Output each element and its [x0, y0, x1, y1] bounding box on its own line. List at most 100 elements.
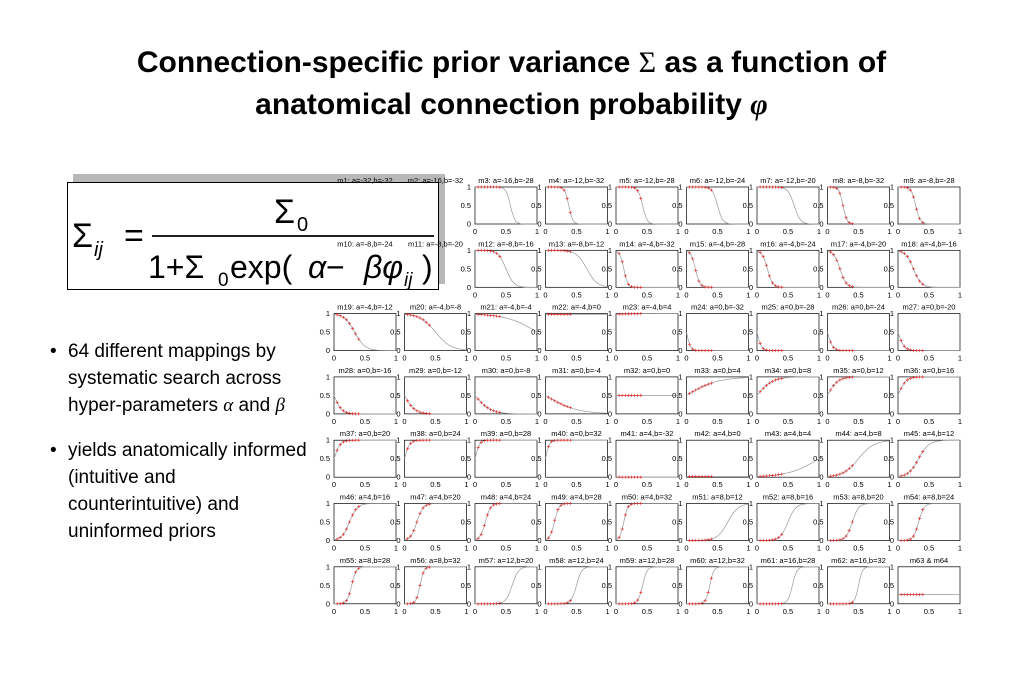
y-tick-label: 1 [678, 183, 682, 192]
panel-axes [897, 186, 961, 225]
panel-title: m13: a=-8,b=-12 [549, 239, 604, 248]
data-point [409, 534, 413, 538]
sigmoid-curve [686, 566, 749, 605]
data-point [492, 185, 496, 189]
sigmoid-curve [757, 458, 820, 477]
x-tick-label: 1 [746, 480, 750, 489]
panel-21: m21: a=-4,b=-410.500 0.5 1 [461, 303, 540, 363]
data-point [688, 474, 692, 479]
y-tick-label: 1 [819, 183, 823, 192]
panel-axes [897, 313, 961, 351]
y-tick-label: 1 [678, 372, 682, 381]
data-point [620, 312, 624, 316]
data-point [562, 601, 566, 606]
data-point [767, 274, 771, 278]
panel-axes [474, 313, 538, 351]
panel-title: m22: a=-4,b=0 [552, 303, 601, 312]
x-tick-label: 1 [817, 290, 821, 299]
y-tick-label: 1 [749, 562, 753, 571]
panel-32: m32: a=0,b=010.500 0.5 1 [602, 366, 681, 426]
data-point [482, 524, 486, 528]
data-point [850, 375, 854, 379]
data-point [709, 285, 713, 289]
x-tick-label: 1 [676, 417, 680, 426]
y-tick-label: 0 [537, 409, 541, 418]
data-point [498, 254, 502, 259]
data-point [553, 602, 557, 606]
x-tick-label: 0.5 [571, 544, 581, 553]
data-point [565, 312, 569, 316]
panel-20: m20: a=-4,b=-810.500 0.5 1 [390, 303, 469, 363]
sigmoid-curve [898, 186, 960, 225]
panel-axes [827, 439, 890, 478]
y-tick-label: 1 [467, 309, 471, 318]
data-point [706, 538, 710, 542]
data-point [921, 282, 925, 286]
data-point [553, 185, 557, 189]
y-tick-label: 0.5 [390, 391, 400, 400]
y-tick-label: 0 [678, 473, 682, 482]
data-point [688, 251, 692, 255]
y-tick-label: 0 [749, 536, 753, 545]
data-point [908, 260, 912, 264]
data-point [709, 188, 713, 192]
panel-axes [897, 566, 961, 605]
y-tick-label: 1 [608, 372, 612, 381]
panel-title: m26: a=0,b=-24 [832, 303, 885, 312]
sigmoid-curve [404, 503, 467, 541]
data-point [344, 527, 348, 531]
y-tick-label: 0.5 [672, 581, 682, 590]
y-tick-label: 1 [608, 499, 612, 508]
y-tick-label: 0 [396, 346, 400, 355]
x-tick-label: 0 [896, 417, 900, 426]
data-point [835, 538, 839, 542]
x-tick-label: 0 [332, 544, 336, 553]
sigmoid-curve [545, 249, 608, 287]
y-tick-label: 0.5 [672, 264, 682, 273]
data-point [553, 248, 557, 252]
y-tick-label: 0.5 [884, 391, 894, 400]
data-point [418, 438, 422, 442]
y-tick-label: 0.5 [531, 518, 541, 527]
data-point [562, 249, 566, 253]
data-point [918, 455, 922, 459]
x-tick-label: 0.5 [783, 290, 793, 299]
formula-den-sub0: 0 [218, 270, 229, 289]
x-tick-label: 0.5 [853, 290, 863, 299]
data-point [629, 601, 634, 606]
bullet-item-priors: • yields anatomically informed (intuitiv… [50, 437, 310, 545]
data-point [761, 602, 765, 606]
panel-title: m18: a=-4,b=-16 [901, 239, 956, 248]
data-point [847, 375, 851, 380]
panel-title: m43: a=4,b=4 [765, 429, 811, 438]
alpha-symbol: α [223, 395, 234, 416]
panel-title: m48: a=4,b=24 [481, 493, 531, 502]
data-point [409, 403, 413, 407]
data-point [764, 348, 768, 352]
data-point [617, 393, 621, 397]
y-tick-label: 0.5 [672, 328, 682, 337]
data-point [832, 185, 836, 189]
data-point [694, 474, 698, 479]
panel-axes [756, 376, 820, 415]
y-tick-label: 0 [890, 409, 894, 418]
y-tick-label: 0.5 [602, 391, 612, 400]
x-tick-label: 1 [887, 227, 891, 236]
x-tick-label: 0.5 [501, 354, 511, 363]
sigmoid-curve [897, 376, 960, 396]
panel-44: m44: a=4,b=810.500 0.5 1 [813, 429, 892, 489]
data-point [341, 601, 345, 605]
sigmoid-curve [686, 250, 749, 288]
panel-34: m34: a=0,b=810.500 0.5 1 [743, 366, 822, 426]
panel-axes [827, 313, 890, 351]
data-point [841, 471, 845, 475]
x-tick-label: 0 [543, 354, 547, 363]
data-point [697, 279, 701, 283]
data-point [838, 348, 842, 352]
data-point [344, 318, 348, 322]
y-tick-label: 0 [749, 473, 753, 482]
